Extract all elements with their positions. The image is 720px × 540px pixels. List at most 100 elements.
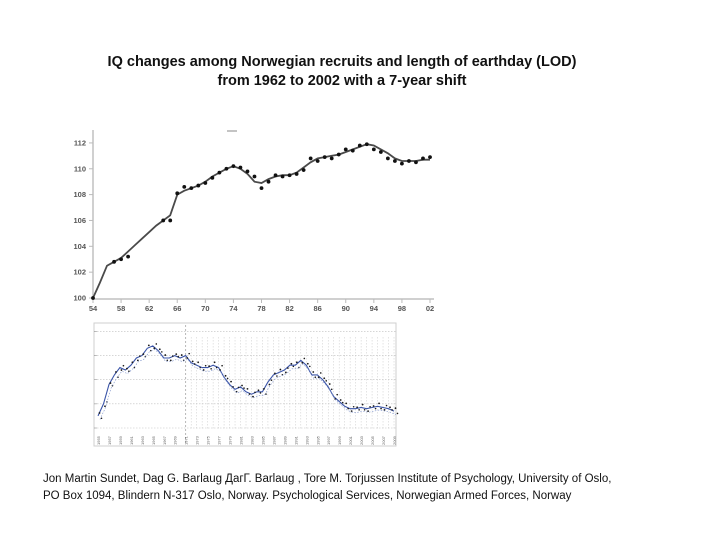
lod-data-point bbox=[199, 366, 201, 369]
lod-data-point bbox=[136, 359, 139, 362]
iq-data-point bbox=[428, 155, 432, 160]
lod-data-point bbox=[336, 393, 339, 396]
lod-data-point bbox=[276, 375, 278, 377]
lod-data-point bbox=[290, 362, 293, 365]
iq-y-tick-label: 112 bbox=[74, 138, 86, 147]
iq-x-tick-label: 54 bbox=[89, 304, 98, 313]
author-credits: Jon Martin Sundet, Dag G. Barlaug ДагГ. … bbox=[43, 471, 713, 505]
iq-x-tick-label: 78 bbox=[257, 304, 265, 313]
lod-x-tick-label: 1985 bbox=[260, 435, 265, 445]
lod-data-point bbox=[215, 366, 218, 369]
lod-data-point bbox=[100, 417, 103, 420]
lod-data-point bbox=[128, 370, 130, 372]
iq-y-tick-label: 100 bbox=[73, 294, 86, 303]
lod-data-point bbox=[306, 362, 309, 365]
iq-y-tick-label: 104 bbox=[73, 242, 86, 251]
lod-data-point bbox=[279, 368, 282, 371]
iq-data-point bbox=[371, 147, 376, 152]
lod-data-point bbox=[396, 412, 399, 415]
lod-data-point bbox=[284, 371, 287, 374]
iq-data-point bbox=[400, 161, 404, 166]
lod-data-point bbox=[323, 377, 326, 380]
iq-data-point bbox=[287, 173, 292, 178]
lod-data-point bbox=[104, 405, 106, 408]
lod-x-tick-label: 1969 bbox=[173, 435, 178, 445]
chart-title-line-2: from 1962 to 2002 with a 7-year shift bbox=[217, 73, 467, 89]
lod-data-point bbox=[133, 366, 136, 369]
iq-x-tick-label: 70 bbox=[201, 304, 209, 313]
lod-data-point bbox=[287, 367, 289, 369]
lod-data-point bbox=[339, 399, 342, 401]
lod-data-point bbox=[175, 353, 178, 356]
iq-data-point bbox=[421, 156, 425, 161]
iq-chart: 100 102 104 106 108 110 112 54 58 62 66 70 74 78 82 86 9… bbox=[73, 130, 434, 313]
lod-data-point bbox=[180, 354, 183, 356]
lod-x-tick-label: 2007 bbox=[381, 435, 386, 445]
lod-x-tick-label: 1963 bbox=[140, 435, 145, 445]
lod-data-point bbox=[171, 355, 174, 357]
lod-data-point bbox=[142, 353, 145, 356]
lod-data-point bbox=[334, 398, 337, 400]
iq-data-point bbox=[126, 254, 131, 259]
iq-data-point bbox=[273, 173, 278, 178]
lod-data-point bbox=[389, 406, 391, 409]
iq-data-point bbox=[168, 218, 173, 223]
lod-data-point bbox=[224, 374, 227, 377]
lod-data-point bbox=[246, 387, 249, 390]
iq-y-tick-label: 102 bbox=[73, 268, 86, 277]
iq-data-point bbox=[119, 257, 123, 262]
lod-data-point bbox=[352, 405, 355, 408]
lod-x-tick-label: 1991 bbox=[293, 435, 298, 445]
lod-data-point bbox=[248, 393, 251, 395]
lod-x-tick-label: 1993 bbox=[304, 435, 309, 445]
lod-x-tick-label: 1965 bbox=[151, 435, 156, 445]
lod-x-tick-label: 1967 bbox=[162, 435, 167, 445]
lod-data-point bbox=[153, 347, 156, 350]
lod-x-tick-label: 1987 bbox=[271, 435, 276, 445]
lod-data-point bbox=[237, 386, 240, 389]
lod-data-point bbox=[126, 367, 128, 370]
lod-frame bbox=[93, 322, 397, 447]
iq-x-tick-label: 90 bbox=[342, 304, 350, 313]
iq-data-point bbox=[245, 169, 250, 174]
lod-data-point bbox=[380, 407, 382, 410]
lod-x-tick-label: 1973 bbox=[195, 435, 200, 445]
iq-y-tick-label: 106 bbox=[73, 216, 86, 225]
lod-data-point bbox=[383, 408, 386, 411]
lod-data-point bbox=[374, 407, 377, 410]
iq-smoothed-line bbox=[92, 143, 430, 299]
iq-data-point bbox=[189, 186, 194, 191]
lod-x-tick-label: 2001 bbox=[348, 435, 353, 445]
iq-data-point bbox=[329, 156, 334, 161]
iq-x-tick-label: 98 bbox=[398, 304, 406, 313]
iq-data-point bbox=[280, 174, 285, 179]
iq-x-tick-label: 94 bbox=[370, 304, 379, 313]
lod-data-point bbox=[131, 361, 134, 364]
lod-data-point bbox=[274, 372, 276, 375]
lod-data-point bbox=[243, 387, 245, 389]
iq-data-point bbox=[301, 168, 306, 172]
lod-data-point bbox=[120, 369, 123, 371]
lod-data-point bbox=[378, 402, 380, 405]
lod-data-point bbox=[188, 352, 191, 355]
lod-data-point bbox=[341, 401, 344, 404]
iq-x-tick-label: 62 bbox=[145, 304, 153, 313]
lod-data-point bbox=[308, 365, 311, 368]
iq-x-tick-label: 86 bbox=[313, 304, 321, 313]
lod-data-point bbox=[122, 364, 125, 367]
iq-x-tick-label: 66 bbox=[173, 304, 181, 313]
lod-data-point bbox=[208, 365, 211, 368]
lod-data-point bbox=[345, 402, 348, 405]
lod-data-point bbox=[177, 355, 180, 358]
iq-x-tick-label: 02 bbox=[426, 304, 434, 313]
iq-data-point bbox=[357, 143, 362, 148]
iq-y-tick-label: 108 bbox=[73, 190, 86, 199]
iq-data-point bbox=[161, 218, 166, 223]
credits-line-1: Jon Martin Sundet, Dag G. Barlaug ДагГ. … bbox=[43, 473, 612, 485]
iq-data-point bbox=[407, 159, 411, 163]
lod-data-point bbox=[139, 355, 141, 357]
lod-data-point bbox=[372, 405, 375, 407]
lod-data-point bbox=[270, 379, 273, 381]
lod-data-point bbox=[312, 371, 315, 373]
